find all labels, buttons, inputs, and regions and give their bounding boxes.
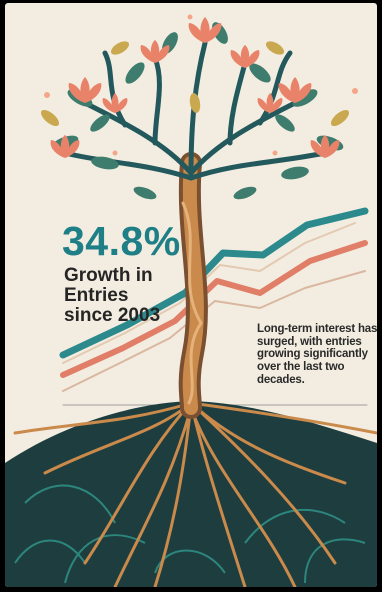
tree-illustration bbox=[5, 14, 377, 587]
infographic-card: 34.8% Growth in Entries since 2003 Long-… bbox=[5, 3, 377, 587]
growth-caption-line: since 2003 bbox=[64, 304, 161, 326]
growth-caption-line: Growth in bbox=[64, 265, 153, 286]
trend-note: Long-term interest has surged, with entr… bbox=[257, 323, 377, 386]
roots-illustration bbox=[5, 401, 377, 587]
growth-caption: Growth in Entries since 2003 bbox=[64, 266, 214, 326]
growth-percentage: 34.8% bbox=[62, 218, 181, 264]
growth-caption-line: Entries bbox=[64, 284, 129, 306]
